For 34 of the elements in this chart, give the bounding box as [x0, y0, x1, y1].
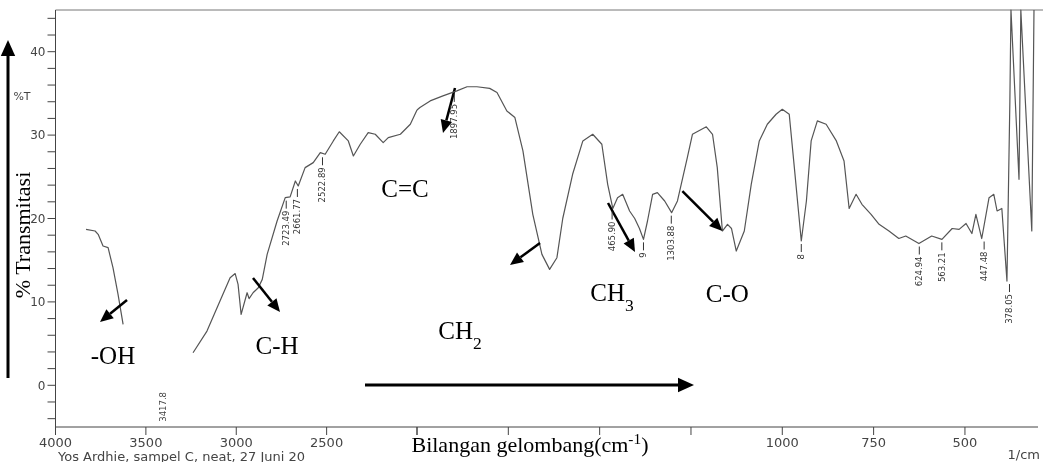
annotation: 1897.95 — [449, 103, 460, 140]
annotation: 8 — [796, 254, 807, 260]
annotation: 563.21 — [936, 252, 947, 283]
annotation: -OH — [90, 341, 136, 369]
annotation: C=C — [381, 174, 429, 202]
y-tick-label: 10 — [30, 295, 46, 310]
x-tick-label: 4000 — [38, 435, 73, 450]
x-tick-label: 1000 — [765, 435, 799, 450]
x-tick-label: 750 — [861, 435, 887, 450]
y-tick-label: 40 — [30, 44, 46, 59]
annotation: C-O — [705, 279, 749, 307]
x-tick-label: 500 — [952, 435, 978, 450]
y-tick-label: 20 — [30, 211, 46, 226]
y-tick-label: 0 — [37, 378, 46, 393]
annotation: 9 — [638, 252, 649, 258]
annotation: CH$_{2}$ — [438, 316, 482, 353]
annotation: 624.94 — [914, 256, 925, 287]
annotation: 2522.89 — [317, 167, 328, 203]
x-tick-label: 3500 — [129, 435, 163, 450]
y-tick-label: 30 — [30, 128, 46, 143]
x-tick-label: 2500 — [310, 435, 344, 450]
annotation: CH$_{3}$ — [590, 278, 634, 315]
annotation: 2723.49 — [281, 210, 292, 246]
x-axis-title: Bilangan gelombang(cm$^{-1}$) — [411, 429, 649, 457]
text: 1/cm — [1007, 446, 1040, 462]
annotation: 378.05 — [1004, 294, 1015, 324]
annotation: 2661.77 — [292, 198, 303, 235]
annotation: 465.90 — [607, 221, 618, 252]
annotation: 3417.8 — [157, 392, 168, 422]
annotation: C-H — [255, 331, 299, 359]
x-tick-label: 3000 — [219, 435, 253, 450]
annotation: 1303.88 — [666, 225, 677, 261]
annotation: 447.48 — [979, 251, 990, 282]
text: %T — [13, 89, 31, 103]
